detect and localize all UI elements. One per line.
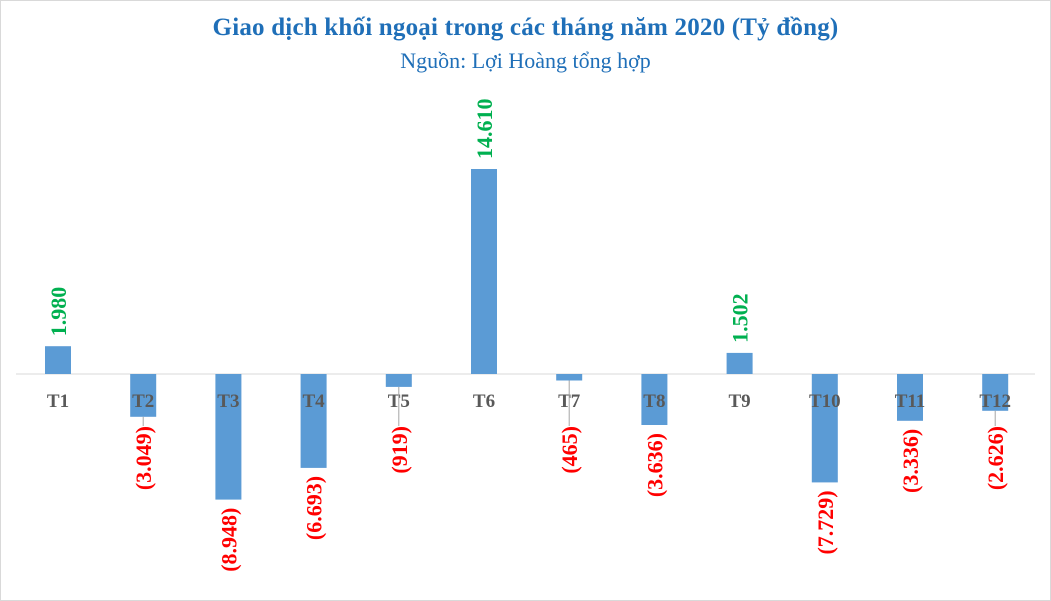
bar <box>897 374 923 421</box>
data-label: 1.980 <box>46 287 71 337</box>
data-label: (3.049) <box>131 426 156 490</box>
bar <box>45 346 71 374</box>
category-tick-label: T11 <box>895 391 926 412</box>
data-label: 14.610 <box>472 99 497 160</box>
category-tick-label: T2 <box>132 391 154 412</box>
bar <box>215 374 242 500</box>
data-label: (8.948) <box>216 508 241 572</box>
data-label: (3.336) <box>898 429 923 493</box>
category-tick-label: T4 <box>303 391 326 412</box>
data-label: (2.626) <box>983 426 1008 490</box>
category-tick-label: T8 <box>643 391 665 412</box>
bar <box>726 352 753 374</box>
bar <box>130 374 157 417</box>
bar <box>300 374 327 468</box>
bar <box>556 374 583 381</box>
chart-title: Giao dịch khối ngoại trong các tháng năm… <box>212 14 839 41</box>
category-tick-label: T9 <box>729 391 751 412</box>
bar <box>385 374 412 387</box>
data-label: (7.729) <box>813 490 838 554</box>
category-tick-label: T6 <box>473 391 495 412</box>
chart-subtitle: Nguồn: Lợi Hoàng tổng hợp <box>400 48 651 73</box>
bar <box>811 374 838 483</box>
data-label: (3.636) <box>642 433 667 497</box>
data-label: 1.502 <box>728 293 753 343</box>
data-label: (465) <box>557 426 582 474</box>
bar <box>641 374 668 425</box>
category-tick-label: T10 <box>809 391 841 412</box>
category-tick-label: T1 <box>47 391 69 412</box>
category-tick-label: T12 <box>979 391 1011 412</box>
data-label: (919) <box>387 426 412 474</box>
data-label: (6.693) <box>302 476 327 540</box>
category-tick-label: T3 <box>217 391 239 412</box>
bar <box>471 169 497 374</box>
bar <box>982 374 1009 411</box>
